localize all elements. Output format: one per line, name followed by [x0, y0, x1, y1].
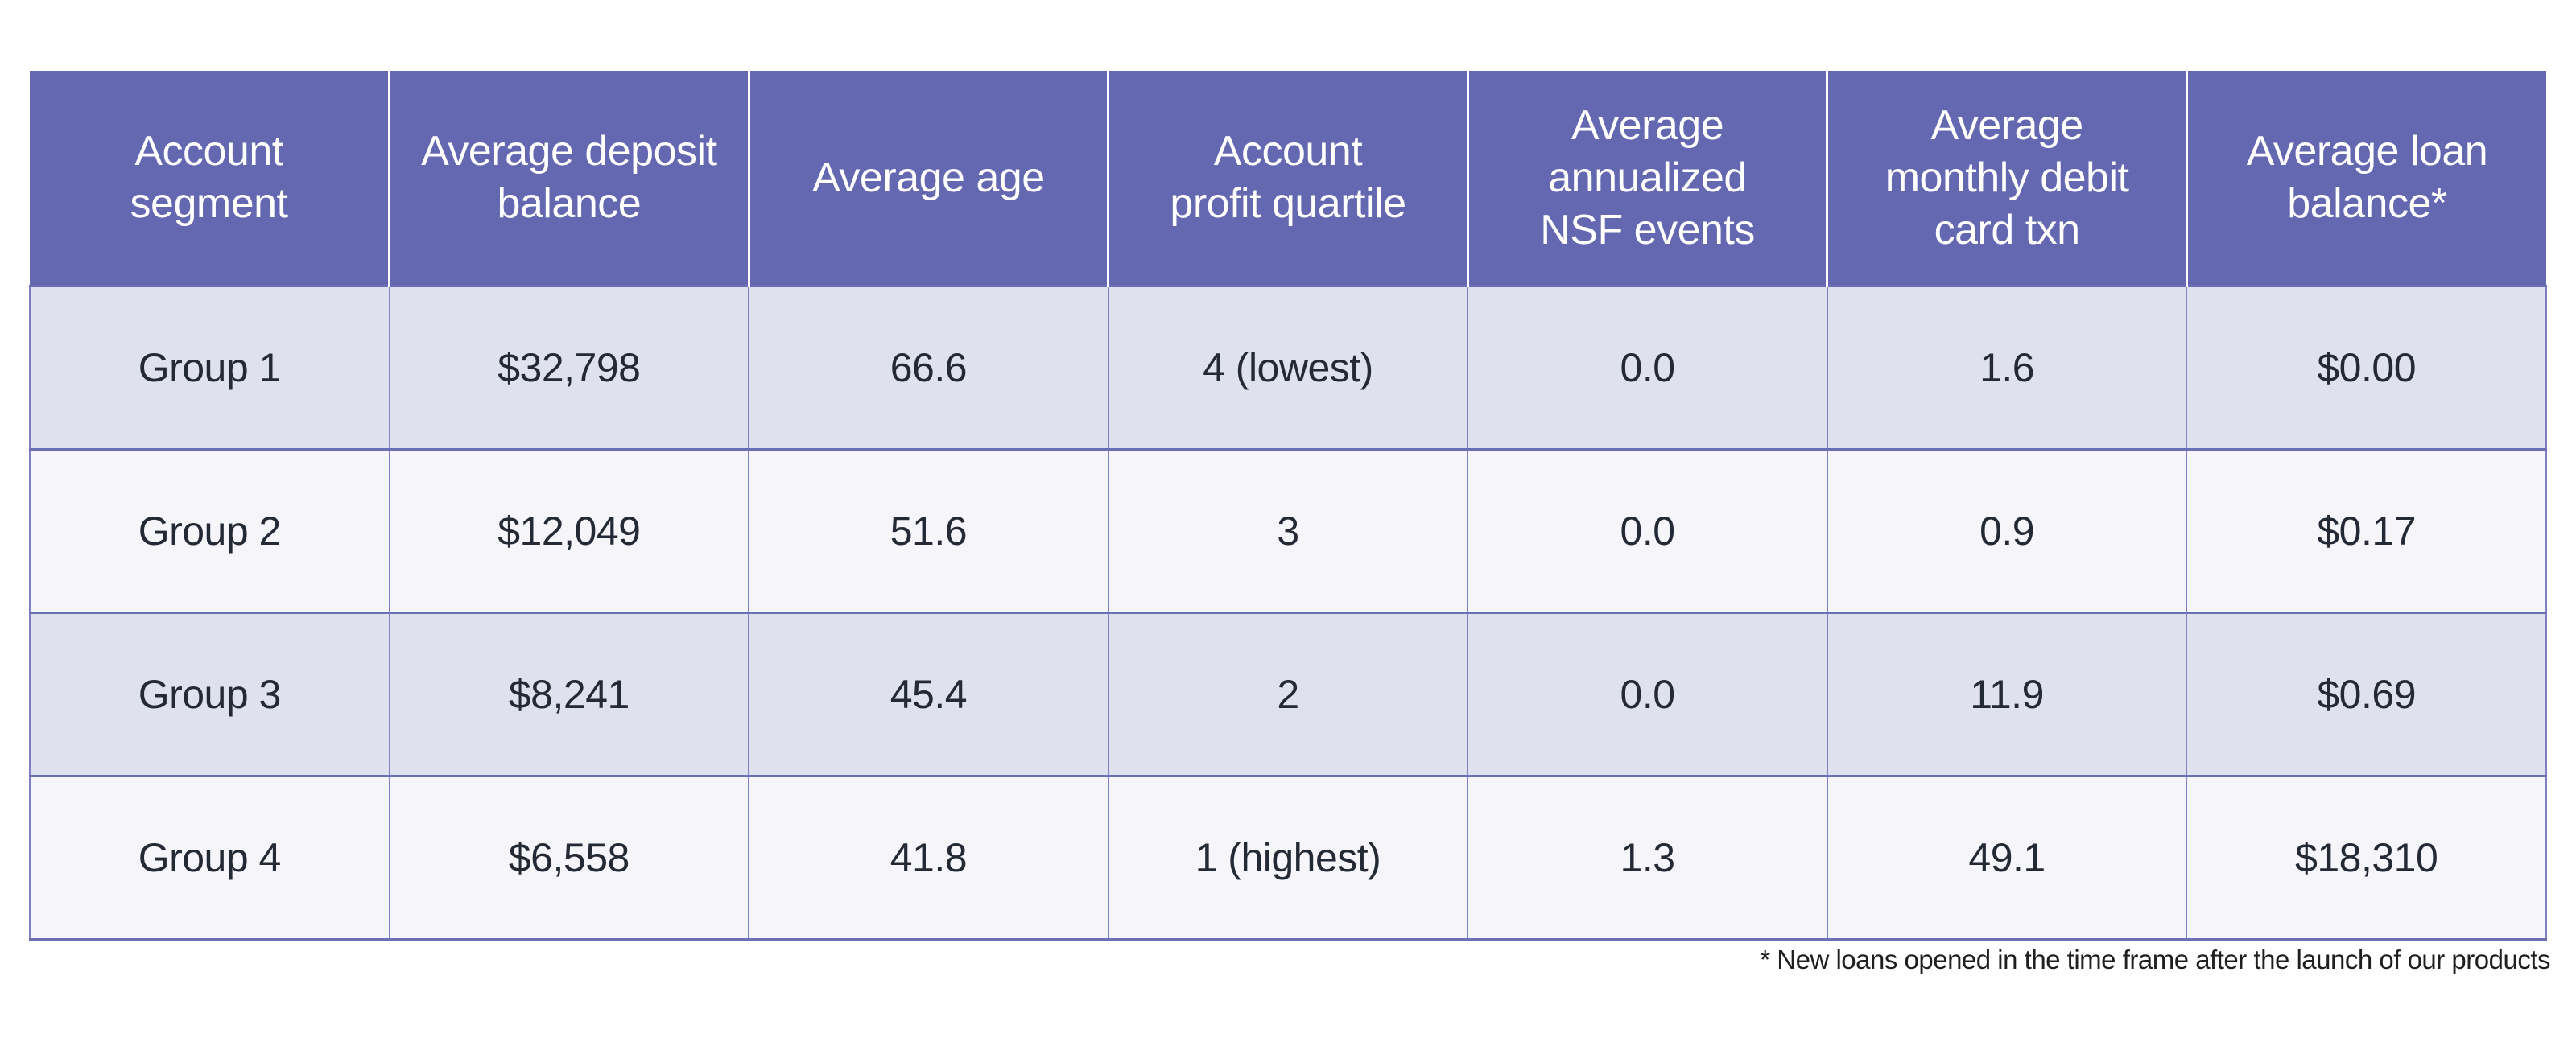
- column-header-average-age: Average age: [749, 71, 1110, 286]
- table-cell: $0.69: [2186, 612, 2547, 776]
- table-cell: $0.17: [2186, 448, 2547, 613]
- table-cell: 11.9: [1826, 612, 2188, 776]
- table-cell: $0.00: [2186, 285, 2547, 450]
- table-cell: $8,241: [388, 612, 750, 776]
- column-header-average-loan-balance: Average loan balance*: [2186, 71, 2546, 286]
- table-cell: 66.6: [748, 285, 1109, 450]
- table-cell: $12,049: [388, 448, 750, 613]
- table-row-group-1: Group 1 $32,798 66.6 4 (lowest) 0.0 1.6 …: [29, 285, 2547, 450]
- table-cell: 4 (lowest): [1107, 285, 1469, 450]
- column-header-account-profit-quartile: Account profit quartile: [1108, 71, 1469, 286]
- table-cell: Group 3: [29, 612, 390, 776]
- table-footnote: * New loans opened in the time frame aft…: [1760, 945, 2550, 974]
- table-cell: 51.6: [748, 448, 1109, 613]
- table-cell: Group 1: [29, 285, 390, 450]
- column-header-average-deposit-balance: Average deposit balance: [389, 71, 750, 286]
- table-cell: 0.0: [1467, 612, 1828, 776]
- table-cell: 3: [1107, 448, 1469, 613]
- table-row-group-2: Group 2 $12,049 51.6 3 0.0 0.9 $0.17: [29, 448, 2547, 613]
- column-header-average-annualized-nsf-events: Average annualized NSF events: [1468, 71, 1829, 286]
- table-cell: 0.0: [1467, 448, 1828, 613]
- table-cell: $18,310: [2186, 775, 2547, 941]
- table-cell: 49.1: [1826, 775, 2188, 941]
- table-cell: 2: [1107, 612, 1469, 776]
- table-cell: 45.4: [748, 612, 1109, 776]
- table-cell: Group 2: [29, 448, 390, 613]
- table-cell: 0.0: [1467, 285, 1828, 450]
- header-row: Account segment Average deposit balance …: [30, 71, 2546, 286]
- table-cell: 41.8: [748, 775, 1109, 941]
- table-row-group-3: Group 3 $8,241 45.4 2 0.0 11.9 $0.69: [29, 612, 2547, 776]
- table-cell: 1 (highest): [1107, 775, 1469, 941]
- account-segments-table: Account segment Average deposit balance …: [29, 71, 2547, 941]
- table-cell: $6,558: [388, 775, 750, 941]
- table-cell: 1.3: [1467, 775, 1828, 941]
- table-cell: $32,798: [388, 285, 750, 450]
- column-header-average-monthly-debit-card-txn: Average monthly debit card txn: [1827, 71, 2188, 286]
- table-row-group-4: Group 4 $6,558 41.8 1 (highest) 1.3 49.1…: [29, 775, 2547, 941]
- table-cell: 0.9: [1826, 448, 2188, 613]
- table-cell: Group 4: [29, 775, 390, 941]
- column-header-account-segment: Account segment: [30, 71, 391, 286]
- table-cell: 1.6: [1826, 285, 2188, 450]
